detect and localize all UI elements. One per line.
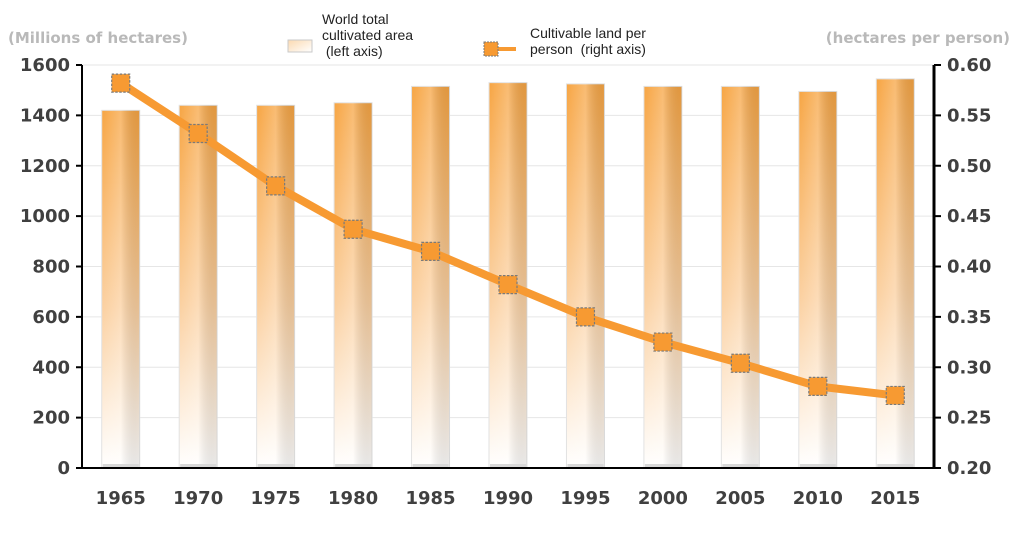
left-axis-ticks: 0 200 400 600 800 1000 1200 1400 1600 [20, 55, 82, 479]
legend [287, 39, 516, 57]
right-tick-label: 0.50 [947, 156, 991, 177]
left-tick-label: 1600 [20, 55, 70, 76]
line-series [111, 73, 905, 406]
x-tick-label: 1980 [328, 488, 378, 509]
line-marker [266, 176, 286, 196]
left-tick-label: 600 [32, 307, 70, 328]
x-tick-label: 1995 [560, 488, 610, 509]
x-tick-label: 1985 [405, 488, 455, 509]
bar [256, 104, 296, 469]
right-tick-label: 0.40 [947, 257, 991, 278]
left-tick-label: 200 [32, 408, 70, 429]
line-marker [808, 376, 828, 396]
x-tick-label: 2005 [715, 488, 765, 509]
right-axis-ticks: 0.20 0.25 0.30 0.35 0.40 0.45 0.50 0.55 0.60 [934, 55, 991, 479]
right-tick-label: 0.30 [947, 357, 991, 378]
bar [798, 90, 838, 469]
line-marker [111, 73, 131, 93]
x-tick-label: 2000 [638, 488, 688, 509]
right-axis-title: (hectares per person) [825, 29, 1010, 47]
right-tick-label: 0.20 [947, 458, 991, 479]
x-tick-label: 1990 [483, 488, 533, 509]
left-tick-label: 400 [32, 357, 70, 378]
bar [875, 78, 915, 469]
bar [643, 85, 683, 469]
left-axis-title: (Millions of hectares) [8, 29, 188, 47]
legend-label-line: Cultivable land per person (right axis) [530, 25, 646, 57]
line-marker [343, 219, 363, 239]
legend-swatch-marker [483, 41, 499, 57]
left-tick-label: 1000 [20, 206, 70, 227]
right-tick-label: 0.60 [947, 55, 991, 76]
left-tick-label: 1400 [20, 105, 70, 126]
line-marker [498, 275, 518, 295]
bar [333, 102, 373, 469]
line-marker [420, 241, 441, 261]
bar [178, 104, 218, 469]
left-tick-label: 0 [57, 458, 70, 479]
x-tick-label: 1970 [173, 488, 223, 509]
x-tick-label: 2010 [793, 488, 843, 509]
line-marker [885, 385, 905, 406]
bar [411, 85, 451, 469]
bar-series [101, 78, 915, 469]
bar [720, 85, 760, 469]
left-tick-label: 800 [32, 257, 70, 278]
x-tick-label: 2015 [870, 488, 920, 509]
line-marker [575, 307, 596, 327]
right-tick-label: 0.45 [947, 206, 991, 227]
line-marker [188, 123, 208, 144]
left-tick-label: 1200 [20, 156, 70, 177]
bar [101, 109, 141, 469]
legend-label-bar: World total cultivated area (left axis) [322, 11, 414, 59]
line-marker [653, 332, 673, 352]
x-tick-label: 1965 [96, 488, 146, 509]
legend-swatch-bar [287, 39, 313, 53]
line-marker [730, 353, 750, 373]
right-tick-label: 0.25 [947, 408, 991, 429]
x-axis-ticks: 1965 1970 1975 1980 1985 1990 1995 2000 2005 2010… [96, 488, 921, 509]
right-tick-label: 0.35 [947, 307, 991, 328]
right-tick-label: 0.55 [947, 105, 991, 126]
bar [565, 83, 605, 469]
x-tick-label: 1975 [251, 488, 301, 509]
